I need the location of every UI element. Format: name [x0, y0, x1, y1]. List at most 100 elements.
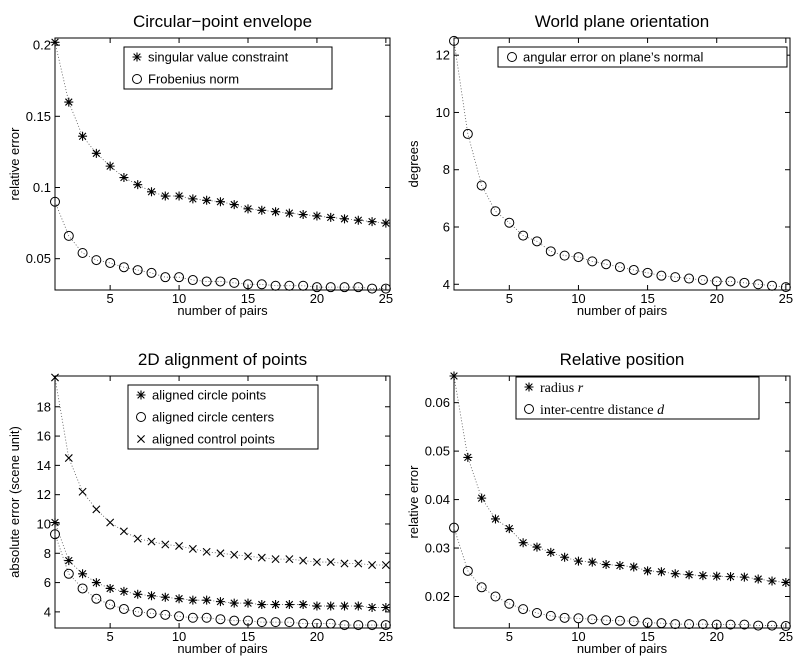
x-tick-label: 10	[571, 629, 585, 644]
data-point	[133, 534, 142, 543]
data-point	[230, 550, 239, 559]
data-point	[64, 454, 73, 463]
chart-title: Relative position	[560, 350, 685, 369]
data-point	[147, 591, 157, 601]
legend-label: angular error on plane’s normal	[523, 50, 704, 65]
data-point	[353, 620, 364, 631]
series-1	[50, 37, 391, 228]
data-point	[628, 616, 639, 627]
data-point	[449, 522, 459, 533]
data-point	[339, 282, 350, 293]
data-point	[161, 540, 170, 549]
data-point	[271, 207, 281, 217]
x-tick-label: 20	[709, 291, 723, 306]
legend-marker	[136, 412, 146, 422]
data-point	[243, 598, 253, 608]
data-point	[643, 566, 653, 576]
data-point	[725, 619, 736, 630]
y-tick-label: 12	[37, 487, 51, 502]
x-tick-label: 15	[640, 629, 654, 644]
y-tick-label: 0.1	[33, 180, 51, 195]
data-point	[216, 549, 225, 558]
data-point	[518, 538, 528, 548]
data-point	[215, 597, 225, 607]
data-point	[504, 524, 514, 534]
y-axis-label: relative error	[406, 465, 421, 539]
data-point	[601, 259, 612, 270]
x-tick-label: 20	[310, 291, 324, 306]
data-point	[670, 619, 681, 630]
data-point	[312, 601, 322, 611]
legend-marker	[132, 74, 142, 84]
data-point	[559, 250, 570, 261]
legend-marker	[136, 390, 146, 400]
data-point	[476, 582, 487, 593]
data-point	[490, 206, 501, 217]
y-tick-label: 6	[44, 575, 51, 590]
data-point	[160, 592, 170, 602]
y-tick-label: 10	[436, 105, 450, 120]
data-point	[174, 272, 185, 283]
x-axis-label: number of pairs	[577, 641, 668, 656]
chart-title: 2D alignment of points	[138, 350, 307, 369]
data-point	[642, 267, 653, 278]
y-tick-label: 18	[37, 399, 51, 414]
data-point	[78, 569, 88, 579]
data-point	[684, 273, 695, 284]
data-point	[312, 211, 322, 221]
data-point	[50, 529, 60, 540]
legend-label: aligned circle points	[152, 388, 267, 403]
data-point	[285, 555, 294, 564]
legend-label: Frobenius norm	[148, 72, 239, 87]
data-point	[697, 274, 708, 285]
legend-box	[515, 376, 760, 420]
data-point	[215, 197, 225, 207]
data-point	[367, 620, 378, 631]
data-point	[119, 527, 128, 536]
data-point	[367, 283, 378, 294]
data-point	[118, 603, 129, 614]
data-point	[670, 569, 680, 579]
data-point	[726, 572, 736, 582]
legend-label: radius r	[540, 381, 584, 396]
x-tick-label: 20	[310, 629, 324, 644]
x-axis-label: number of pairs	[577, 303, 668, 318]
data-point	[381, 218, 391, 228]
data-point	[284, 280, 295, 291]
chart-title: Circular−point envelope	[133, 12, 312, 31]
data-point	[367, 602, 377, 612]
data-point	[201, 612, 212, 623]
data-point	[106, 518, 115, 527]
data-point	[531, 607, 542, 618]
data-point	[462, 128, 473, 139]
legend-label: inter-centre distance d	[540, 403, 665, 418]
y-tick-label: 6	[443, 220, 450, 235]
data-point	[147, 187, 157, 197]
data-point	[325, 618, 336, 629]
data-point	[146, 608, 157, 619]
data-point	[545, 610, 556, 621]
data-point	[587, 614, 598, 625]
legend-box	[497, 46, 788, 68]
data-point	[312, 558, 321, 567]
chart-panel-2d-alignment-of-points: 2D alignment of points 5 10 15 20 25 4 6 8 10 12 14…	[7, 350, 393, 656]
x-tick-label: 10	[172, 629, 186, 644]
y-axis-label: absolute error (scene unit)	[7, 426, 22, 578]
x-tick-label: 25	[779, 291, 793, 306]
data-point	[118, 262, 129, 273]
data-point	[174, 191, 184, 201]
legend-marker	[507, 52, 517, 62]
x-tick-label: 10	[172, 291, 186, 306]
data-point	[243, 279, 254, 290]
data-point	[560, 552, 570, 562]
x-tick-label: 10	[571, 291, 585, 306]
data-point	[50, 518, 60, 528]
data-point	[132, 265, 143, 276]
data-point	[587, 557, 597, 567]
data-point	[78, 487, 87, 496]
data-point	[463, 452, 473, 462]
chart-panel-circular-point-envelope: Circular−point envelope 5 10 15 20 25 0.05 0.1 0…	[7, 12, 393, 318]
y-tick-label: 10	[37, 516, 51, 531]
legend-box	[123, 46, 333, 90]
data-point	[367, 217, 377, 227]
